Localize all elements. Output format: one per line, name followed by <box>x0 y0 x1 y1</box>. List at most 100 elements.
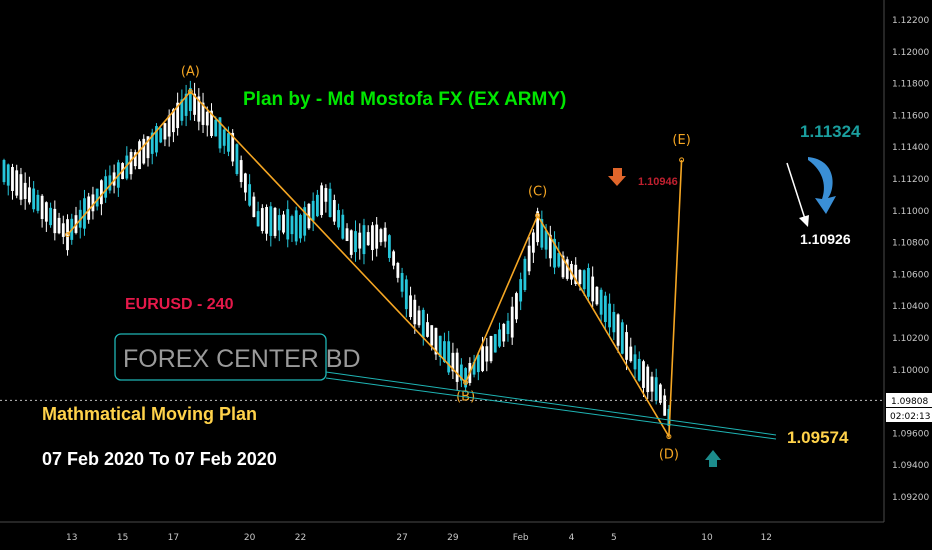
candle-body <box>243 173 247 193</box>
candle-body <box>510 306 514 338</box>
candle-body <box>642 361 645 388</box>
y-tick-label: 1.10800 <box>892 239 929 249</box>
candle-body <box>667 408 671 427</box>
candle-body <box>299 215 302 239</box>
candle-body <box>273 207 277 236</box>
candle-body <box>159 128 163 143</box>
candle-body <box>358 232 362 249</box>
y-tick-label: 1.11600 <box>892 111 929 121</box>
candle-body <box>104 176 108 198</box>
target-price-label: 1.10926 <box>800 231 851 247</box>
candle-body <box>536 211 540 243</box>
symbol-label: EURUSD - 240 <box>125 296 234 313</box>
candle-body <box>44 202 48 222</box>
candle-body <box>523 258 527 290</box>
pattern-point-label: (C) <box>528 185 547 200</box>
candle-body <box>459 364 463 381</box>
candle-body <box>214 119 218 137</box>
candle-body <box>493 334 497 353</box>
candle-body <box>485 346 489 362</box>
x-tick-label: 12 <box>761 533 772 543</box>
candle-body <box>366 232 370 246</box>
candle-body <box>193 93 196 115</box>
candle-body <box>167 115 171 137</box>
pattern-point <box>187 89 193 95</box>
candle-body <box>472 361 476 375</box>
candles <box>2 80 671 431</box>
candle-body <box>557 253 561 267</box>
x-tick-label: 17 <box>168 533 179 543</box>
candle-body <box>565 259 569 279</box>
candle-body <box>371 225 374 251</box>
candle-body <box>396 262 400 278</box>
pattern-point <box>65 232 71 238</box>
pattern-point <box>535 213 541 219</box>
candle-body <box>447 341 451 373</box>
candle-body <box>315 194 319 217</box>
candle-body <box>464 368 468 388</box>
candle-body <box>260 208 264 232</box>
y-tick-label: 1.10400 <box>892 302 929 312</box>
candle-body <box>612 311 616 333</box>
e-price-label: 1.11324 <box>800 122 861 141</box>
x-tick-label: 22 <box>295 533 306 543</box>
candle-body <box>252 196 256 218</box>
candle-body <box>443 341 446 363</box>
candle-body <box>434 327 438 355</box>
candle-body <box>184 93 188 116</box>
candle-body <box>176 102 180 129</box>
y-tick-label: 1.09200 <box>892 493 929 503</box>
candle-body <box>426 322 429 337</box>
x-tick-label: 5 <box>611 533 617 543</box>
candle-body <box>548 234 552 259</box>
candle-body <box>95 188 99 207</box>
countdown-tag <box>886 408 932 422</box>
candle-body <box>49 207 52 226</box>
candle-body <box>616 314 620 346</box>
watermark-pointer-1 <box>325 371 777 436</box>
candle-body <box>311 200 315 221</box>
candle-body <box>172 109 175 133</box>
pattern-line <box>66 90 683 440</box>
candle-body <box>438 335 442 357</box>
x-tick-label: 4 <box>569 533 575 543</box>
countdown-value: 02:02:13 <box>890 412 930 422</box>
candle-body <box>354 231 357 253</box>
y-tick-label: 1.09400 <box>892 461 929 471</box>
candle-body <box>11 167 14 191</box>
candle-body <box>294 210 298 242</box>
y-tick-label: 1.11400 <box>892 143 929 153</box>
candle-body <box>256 211 260 227</box>
candle-body <box>146 136 150 159</box>
candle-body <box>138 141 141 170</box>
candle-body <box>32 188 36 210</box>
pattern-point <box>679 157 685 163</box>
candle-body <box>180 99 184 121</box>
candle-body <box>345 228 349 242</box>
candle-body <box>531 232 535 253</box>
candle-body <box>502 323 506 342</box>
candle-body <box>129 152 133 175</box>
target-arrow-icon <box>799 215 809 227</box>
y-tick-label: 1.12200 <box>892 16 929 26</box>
x-axis: 13 15 17 20 22 27 29 Feb 4 5 10 12 <box>66 533 772 543</box>
candle-body <box>53 208 57 234</box>
candle-body <box>222 129 226 146</box>
candle-body <box>142 138 146 164</box>
candle-body <box>413 299 417 325</box>
candle-body <box>620 322 624 354</box>
candle-body <box>633 354 637 370</box>
candle-body <box>6 164 10 186</box>
candle-body <box>654 377 658 401</box>
chart-title: Plan by - Md Mostofa FX (EX ARMY) <box>243 89 566 110</box>
candle-body <box>332 200 336 222</box>
y-tick-label: 1.10600 <box>892 270 929 280</box>
candle-body <box>303 207 307 236</box>
candle-body <box>87 196 91 220</box>
candle-body <box>36 194 40 211</box>
candle-body <box>519 279 523 302</box>
c-price-label: 1.10946 <box>638 176 678 188</box>
candle-body <box>125 155 129 179</box>
candle-body <box>379 229 383 243</box>
pattern-point-label: (D) <box>659 448 679 463</box>
